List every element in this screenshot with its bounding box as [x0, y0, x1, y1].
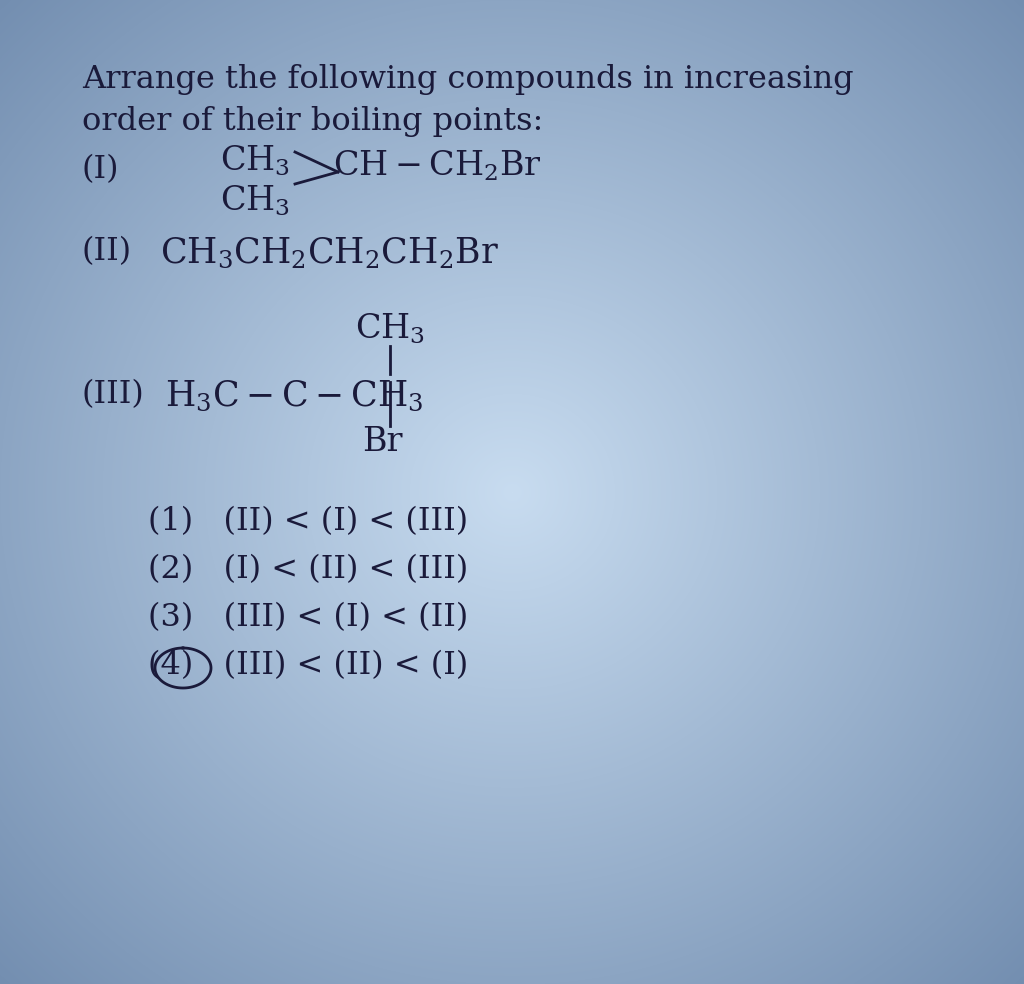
- Text: (I): (I): [82, 154, 120, 185]
- Text: $\mathregular{CH_3}$: $\mathregular{CH_3}$: [355, 312, 425, 346]
- Text: (2)   (I) < (II) < (III): (2) (I) < (II) < (III): [148, 554, 468, 585]
- Text: Arrange the following compounds in increasing: Arrange the following compounds in incre…: [82, 64, 854, 95]
- Text: $\mathregular{CH_3}$: $\mathregular{CH_3}$: [220, 184, 290, 218]
- Text: (1)   (II) < (I) < (III): (1) (II) < (I) < (III): [148, 506, 468, 537]
- Text: (II): (II): [82, 236, 132, 267]
- Text: (4)   (III) < (II) < (I): (4) (III) < (II) < (I): [148, 650, 468, 681]
- Text: $\mathregular{CH - CH_2Br}$: $\mathregular{CH - CH_2Br}$: [333, 149, 542, 183]
- Text: $\mathregular{CH_3CH_2CH_2CH_2Br}$: $\mathregular{CH_3CH_2CH_2CH_2Br}$: [160, 236, 499, 271]
- Text: Br: Br: [362, 426, 402, 458]
- Text: (III): (III): [82, 379, 144, 410]
- Text: (3)   (III) < (I) < (II): (3) (III) < (I) < (II): [148, 602, 468, 633]
- Text: $\mathregular{H_3C - C - CH_3}$: $\mathregular{H_3C - C - CH_3}$: [165, 379, 424, 414]
- Text: $\mathregular{CH_3}$: $\mathregular{CH_3}$: [220, 144, 290, 178]
- Text: order of their boiling points:: order of their boiling points:: [82, 106, 544, 137]
